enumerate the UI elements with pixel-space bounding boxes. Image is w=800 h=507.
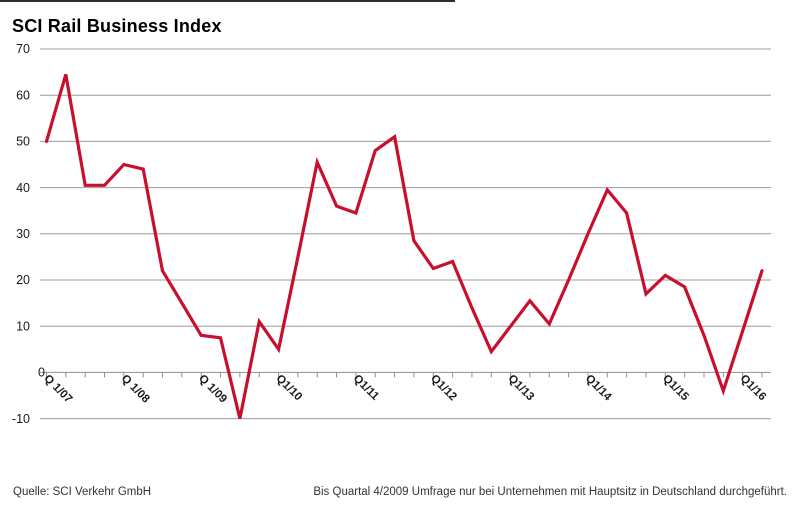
- footer-source: Quelle: SCI Verkehr GmbH: [13, 486, 152, 498]
- top-rule: [0, 0, 455, 2]
- x-axis-label: Q1/15: [660, 373, 691, 404]
- y-axis-label: 20: [16, 273, 30, 287]
- x-axis-label: Q 1/07: [41, 373, 74, 406]
- index-line: [44, 73, 764, 419]
- y-axis-label: 10: [16, 319, 30, 333]
- y-axis-label: 50: [16, 135, 30, 149]
- x-axis-label: Q 1/09: [196, 373, 229, 406]
- x-axis-label: Q 1/08: [119, 373, 152, 406]
- x-axis-label: Q1/14: [583, 373, 614, 404]
- footer-note: Bis Quartal 4/2009 Umfrage nur bei Unter…: [313, 486, 787, 498]
- x-axis-label: Q1/11: [351, 373, 382, 404]
- x-axis-label: Q1/13: [505, 373, 536, 404]
- chart-area: 70 60 50 40 30 20 10 0 -10 Q 1/07 Q 1/08 Q 1/09 Q1/1…: [12, 42, 771, 426]
- y-axis-label: 70: [16, 42, 30, 56]
- x-axis-label: Q1/12: [428, 373, 459, 404]
- chart-svg: 70 60 50 40 30 20 10 0 -10 Q 1/07 Q 1/08 Q 1/09 Q1/1…: [12, 42, 771, 426]
- x-axis-label: Q1/10: [273, 373, 304, 404]
- y-axis-label: -10: [12, 412, 30, 426]
- x-axis-label: Q1/16: [738, 373, 769, 404]
- y-axis-label: 40: [16, 181, 30, 195]
- y-axis-label: 0: [38, 366, 45, 380]
- y-axis-label: 60: [16, 88, 30, 102]
- y-axis-label: 30: [16, 227, 30, 241]
- page-title: SCI Rail Business Index: [12, 16, 222, 37]
